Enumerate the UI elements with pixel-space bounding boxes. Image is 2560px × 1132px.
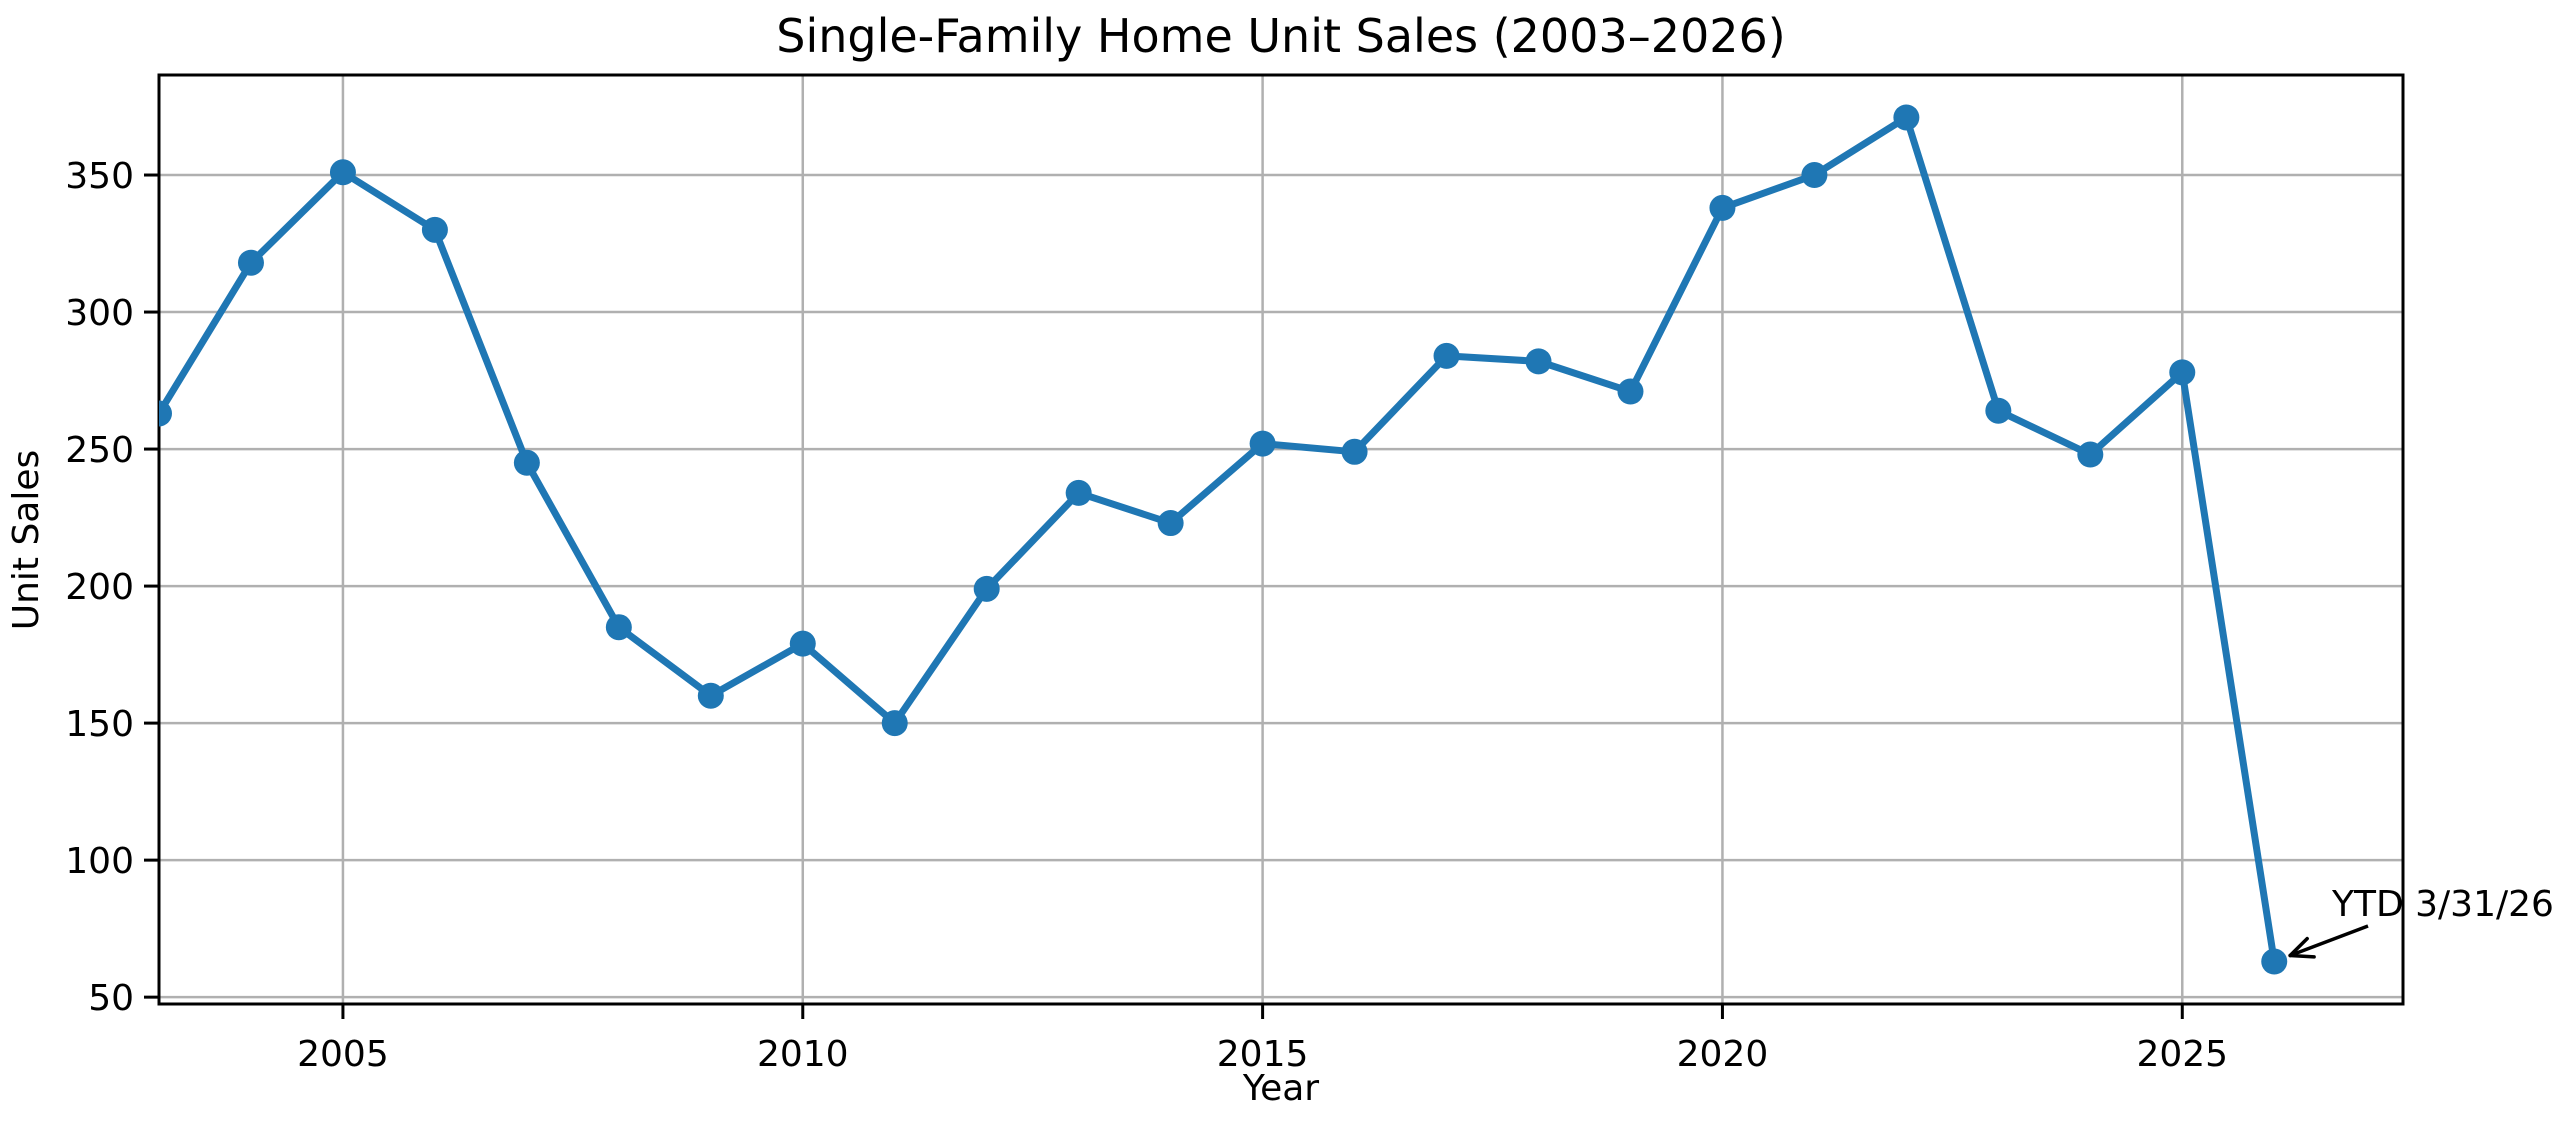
plot-border	[157, 73, 2405, 1006]
y-tick-label: 200	[65, 567, 134, 608]
data-point-marker	[2077, 441, 2104, 468]
y-tick-label: 250	[65, 430, 134, 471]
data-point-marker	[973, 575, 1000, 602]
x-tick-label: 2005	[297, 1034, 389, 1075]
data-point-marker	[421, 216, 448, 243]
annotation-arrow-head	[2288, 936, 2309, 958]
annotation-arrow-head	[2288, 953, 2316, 959]
y-tick-label: 300	[65, 293, 134, 334]
y-tick-label: 50	[88, 978, 134, 1019]
data-point-marker	[2169, 359, 2196, 386]
y-tick-label: 350	[65, 156, 134, 197]
gridlines	[159, 75, 2403, 1004]
x-tick-label: 2025	[2136, 1034, 2228, 1075]
data-point-marker	[1249, 430, 1276, 457]
data-point-marker	[697, 682, 724, 709]
data-point-marker	[1985, 397, 2012, 424]
data-point-marker	[881, 710, 908, 737]
data-series	[159, 104, 2288, 975]
data-point-marker	[159, 400, 172, 427]
data-point-marker	[237, 249, 264, 276]
data-point-marker	[1525, 348, 1552, 375]
axes-spines	[157, 73, 2405, 1006]
y-tick-label: 150	[65, 704, 134, 745]
data-point-marker	[1157, 510, 1184, 537]
data-point-marker	[1709, 194, 1736, 221]
annotation-arrow-shaft	[2289, 924, 2369, 958]
data-point-marker	[2261, 948, 2288, 975]
data-point-marker	[1433, 342, 1460, 369]
data-line	[159, 113, 2278, 966]
data-point-marker	[1065, 479, 1092, 506]
y-axis-label: Unit Sales	[6, 450, 47, 631]
annotation	[2288, 924, 2369, 959]
x-tick-label: 2010	[757, 1034, 849, 1075]
x-axis-label: Year	[1242, 1068, 1319, 1109]
data-point-marker	[1341, 438, 1368, 465]
y-tick-label: 100	[65, 841, 134, 882]
data-point-marker	[1893, 104, 1920, 131]
data-point-marker	[513, 449, 540, 476]
annotation-text: YTD 3/31/26	[2331, 884, 2554, 925]
x-tick-label: 2015	[1217, 1034, 1309, 1075]
axis-ticks	[144, 173, 2184, 1019]
x-tick-label: 2020	[1677, 1034, 1769, 1075]
data-point-marker	[789, 630, 816, 657]
data-point-marker	[329, 159, 356, 186]
data-point-marker	[1801, 162, 1828, 189]
tick-labels: 2005 2010 2015 2020 2025 50 100 150 200 250 300 350	[65, 156, 2228, 1075]
data-point-marker	[1617, 378, 1644, 405]
chart-title: Single-Family Home Unit Sales (2003–2026…	[776, 9, 1785, 63]
data-point-marker	[605, 614, 632, 641]
